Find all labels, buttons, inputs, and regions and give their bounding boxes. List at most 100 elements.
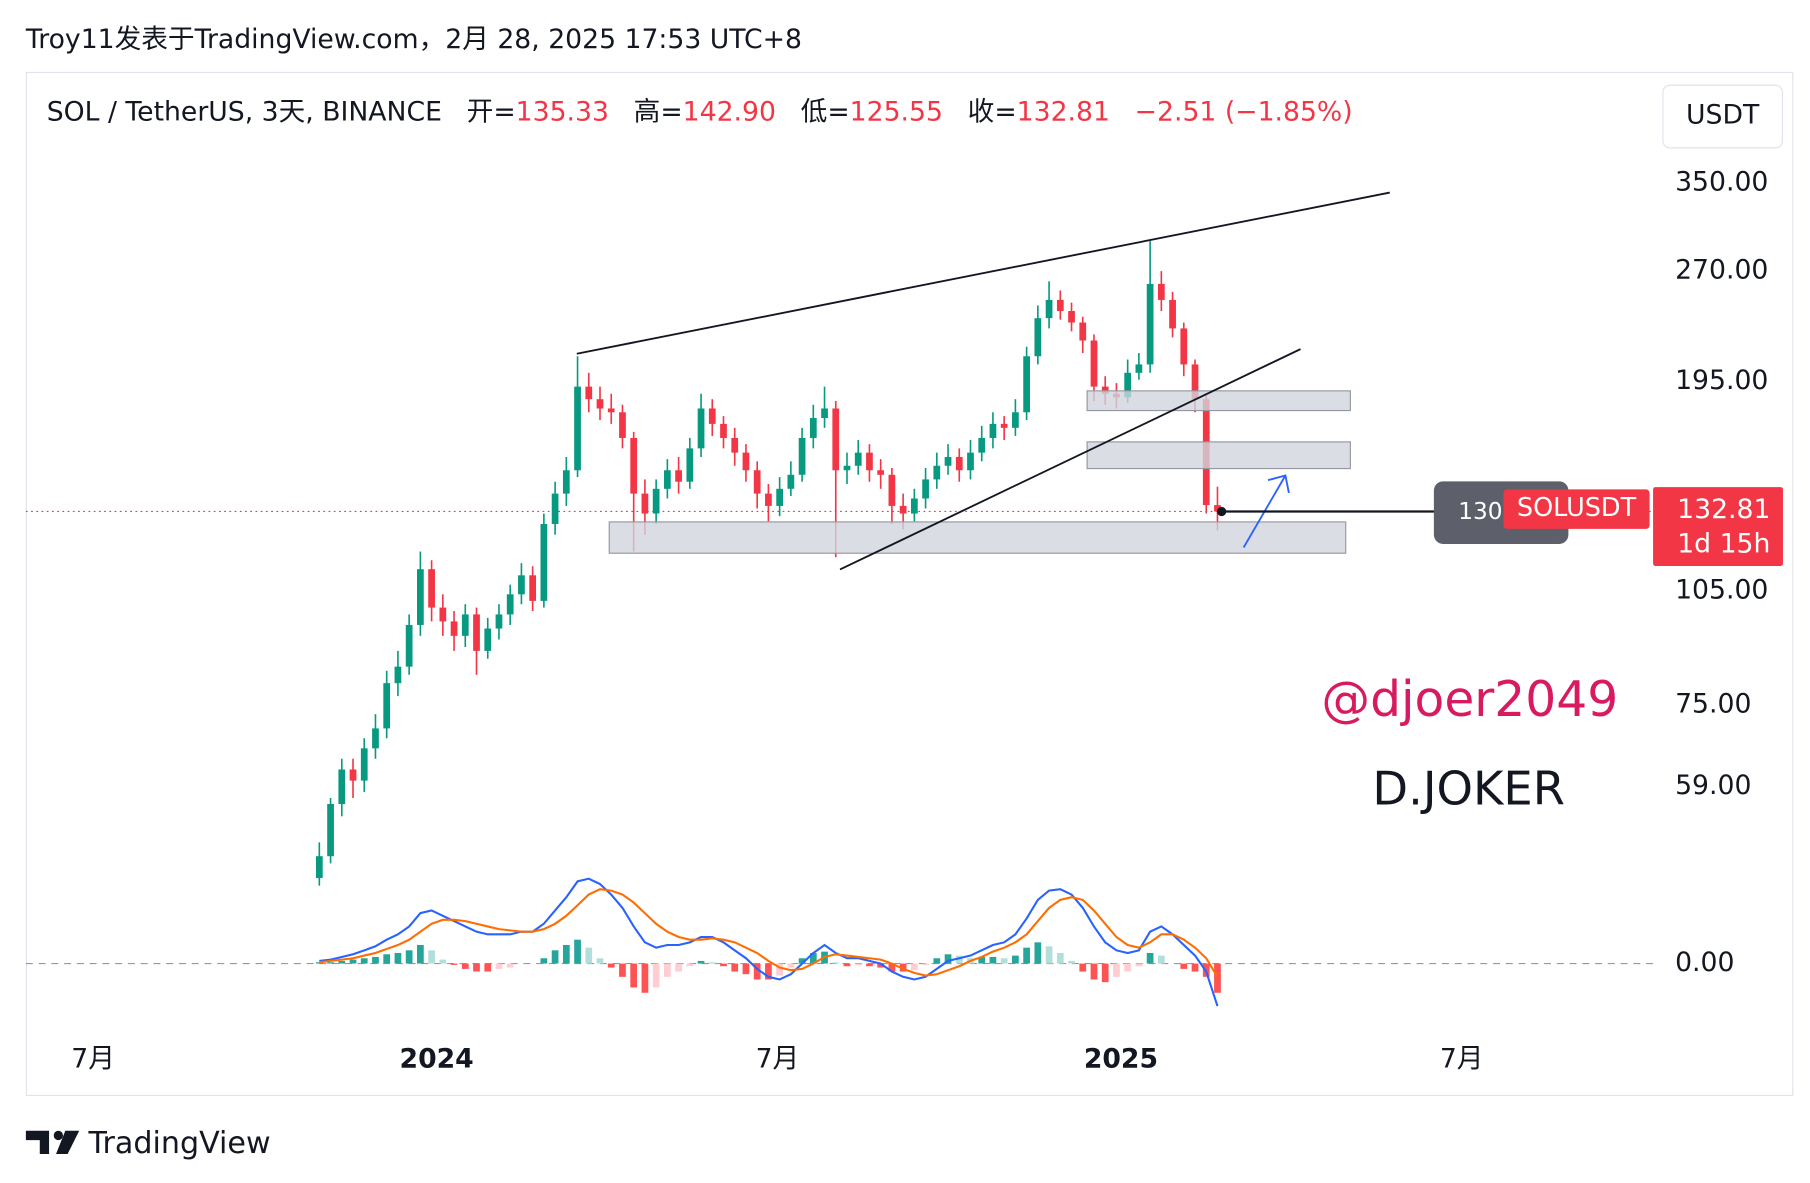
change: −2.51 (−1.85%) (1135, 96, 1353, 127)
candle-body (1056, 299, 1064, 312)
candle-body (697, 408, 705, 449)
histogram-bar (697, 960, 705, 964)
candle-body (394, 666, 402, 684)
candle-body (652, 488, 660, 514)
candle-body (596, 399, 604, 409)
candle-body (663, 470, 671, 489)
y-tick-label: 195.00 (1675, 365, 1768, 396)
histogram-bar (315, 962, 323, 964)
macd-line (319, 877, 1219, 1007)
candle-body (832, 408, 840, 471)
candle-body (1180, 328, 1188, 365)
histogram-bar (1135, 963, 1143, 967)
symbol-tag (1503, 489, 1650, 529)
candle-body (720, 423, 727, 438)
histogram-bar (776, 963, 784, 976)
histogram-bar (1034, 942, 1042, 964)
symbol: SOL / TetherUS, 3天, BINANCE (47, 96, 442, 127)
logo-part (25, 1130, 50, 1155)
high-label: 高= (634, 96, 683, 127)
candle-body (910, 498, 918, 514)
histogram-bar (428, 950, 435, 964)
logo-part (56, 1130, 80, 1155)
histogram-bar (596, 958, 604, 964)
candle-body (1023, 356, 1030, 413)
candle-body (360, 748, 368, 781)
currency[interactable]: USDT (1686, 99, 1760, 130)
candle-body (899, 505, 907, 514)
high: 142.90 (683, 96, 776, 127)
histogram-bar (484, 963, 492, 972)
histogram-bar (1023, 947, 1030, 964)
histogram-bar (933, 958, 941, 964)
candle-body (1000, 423, 1008, 428)
histogram-bar (944, 954, 952, 964)
histogram-bar (607, 963, 615, 968)
histogram-bar (327, 962, 334, 964)
histogram-bar (742, 963, 750, 975)
candle-body (529, 575, 537, 601)
histogram-bar (1113, 963, 1120, 977)
x-tick-label: 7月 (1440, 1044, 1484, 1075)
candle-body (1191, 364, 1199, 400)
candle-body (607, 408, 615, 413)
candle-body (1090, 340, 1098, 387)
candle-body (675, 470, 682, 482)
trend-line (839, 348, 1301, 571)
histogram-bar (1180, 963, 1188, 969)
histogram-bar (866, 963, 873, 967)
candle-body (888, 474, 896, 506)
candle-body (338, 769, 346, 804)
histogram-bar (1000, 958, 1008, 964)
histogram-bar (809, 952, 817, 964)
candle-body (551, 493, 559, 524)
histogram-bar (989, 956, 997, 964)
countdown: 1d 15h (1677, 529, 1770, 560)
histogram-bar (854, 963, 862, 965)
candle-body (955, 456, 963, 471)
candle-body (967, 452, 974, 471)
candle-body (473, 614, 480, 651)
x-tick-label: 7月 (756, 1044, 800, 1075)
signal-line (319, 888, 1219, 978)
candle-body (989, 423, 997, 438)
histogram-bar (731, 963, 739, 972)
candle-body (978, 437, 986, 453)
drawings: 130 SOLUSDT (576, 191, 1650, 571)
candle-body (731, 437, 739, 453)
open-label: 开= (467, 96, 516, 127)
candle-body (327, 803, 334, 857)
candle-body (1101, 386, 1109, 394)
candle-body (866, 452, 873, 471)
candle-body (450, 621, 458, 636)
candle-body (315, 856, 323, 879)
candle-body (854, 452, 862, 466)
histogram-bar (652, 963, 660, 988)
histogram-bar (495, 963, 503, 969)
brand-logo (25, 1130, 80, 1155)
candle-body (765, 493, 772, 506)
candle-body (787, 474, 795, 489)
candle-body (349, 769, 357, 781)
candle-body (922, 479, 929, 499)
histogram-bar (338, 960, 346, 964)
histogram-bar (540, 958, 548, 964)
candle-body (506, 594, 514, 615)
currency-button[interactable] (1662, 84, 1783, 149)
x-tick-label: 7月 (71, 1044, 115, 1075)
histogram-bar (1124, 963, 1132, 972)
histogram-bar (832, 962, 840, 964)
candle-body (708, 408, 716, 424)
candle-body (1124, 372, 1132, 398)
histogram-bar (1068, 960, 1075, 964)
candle-body (585, 386, 593, 400)
zone-box (1086, 390, 1351, 412)
histogram-bar (1079, 963, 1087, 972)
symbol-tag-text: SOLUSDT (1517, 493, 1637, 523)
candle-body (495, 614, 503, 629)
candle-body (776, 488, 784, 506)
close-label: 收= (968, 96, 1017, 127)
histogram-bar (843, 963, 851, 967)
histogram-bar (877, 963, 885, 968)
